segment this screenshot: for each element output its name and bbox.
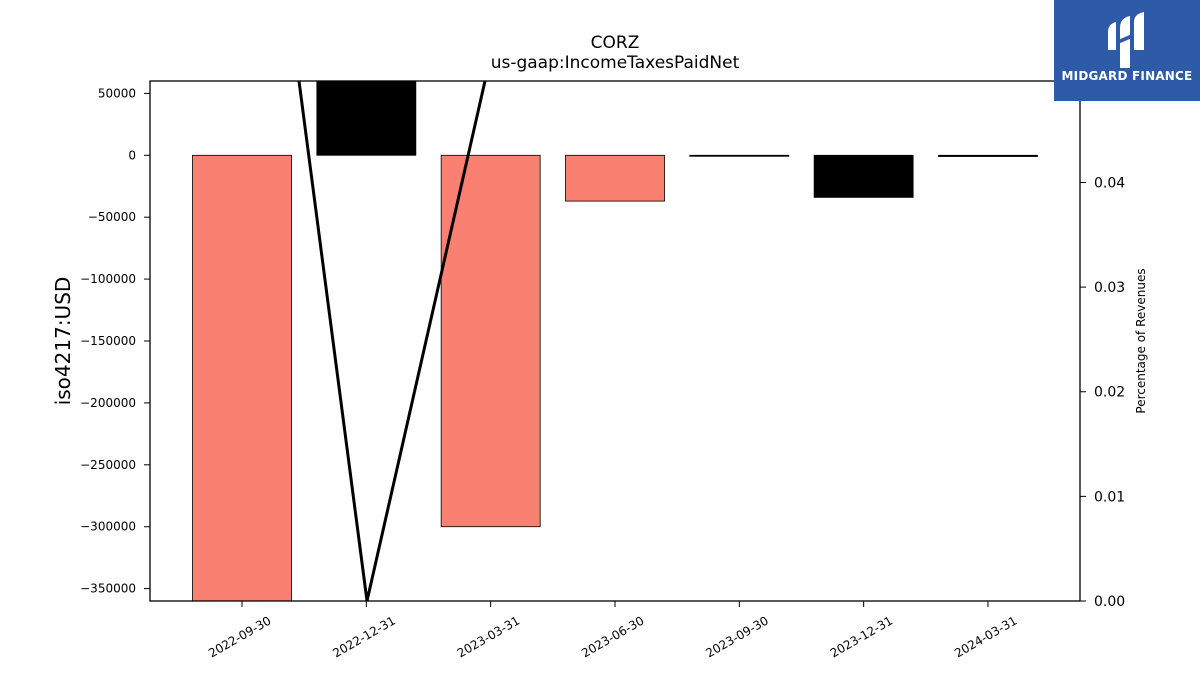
y-tick-label: −250000 [80, 458, 136, 472]
midgard-finance-logo: MIDGARD FINANCE [1054, 0, 1200, 101]
y-tick-label: −200000 [80, 396, 136, 410]
x-tick-label: 2023-06-30 [579, 613, 646, 660]
y-tick-label: −50000 [88, 210, 136, 224]
y-tick-label: −300000 [80, 520, 136, 534]
bar-2023-06-30 [565, 154, 665, 202]
x-tick-label: 2023-12-31 [828, 613, 895, 660]
y-tick-label: −350000 [80, 582, 136, 596]
x-tick-label: 2022-12-31 [330, 613, 397, 660]
y2-tick-label: 0.02 [1094, 385, 1125, 401]
bar-2022-12-31 [316, 80, 417, 156]
chart-subtitle: us-gaap:IncomeTaxesPaidNet [491, 53, 740, 73]
y2-axis-label: Percentage of Revenues [1134, 268, 1148, 413]
y-tick-label: 0 [128, 148, 136, 162]
midgard-logo-mark-icon [1108, 12, 1144, 68]
x-tick-label: 2023-03-31 [455, 613, 522, 660]
x-tick-label: 2024-03-31 [952, 613, 1019, 660]
y2-tick-label: 0.01 [1094, 489, 1125, 505]
y2-tick-label: 0.00 [1094, 594, 1125, 610]
y-tick-label: 50000 [98, 86, 136, 100]
y-axis: 50000 0 −50000 −100000 −150000 −200000 −250000… [80, 86, 150, 596]
bar-2023-09-30 [689, 154, 790, 157]
bar-2024-03-31 [938, 154, 1038, 157]
x-tick-label: 2022-09-30 [206, 613, 273, 660]
y2-axis: 0.00 0.01 0.02 0.03 0.04 [1080, 175, 1125, 610]
y2-tick-label: 0.04 [1094, 175, 1125, 191]
bar-2023-12-31 [813, 154, 914, 198]
bar-2022-09-30 [192, 154, 292, 602]
y-tick-label: −100000 [80, 272, 136, 286]
y2-tick-label: 0.03 [1094, 280, 1125, 296]
x-tick-label: 2023-09-30 [703, 613, 770, 660]
bar-2023-03-31 [440, 154, 541, 528]
y-tick-label: −150000 [80, 334, 136, 348]
bars-layer [192, 80, 1038, 602]
logo-text: MIDGARD FINANCE [1061, 69, 1193, 83]
x-axis: 2022-09-30 2022-12-31 2023-03-31 2023-06-30… [206, 601, 1019, 660]
y-axis-label: iso4217:USD [51, 277, 75, 406]
chart-title: CORZ [591, 33, 640, 53]
